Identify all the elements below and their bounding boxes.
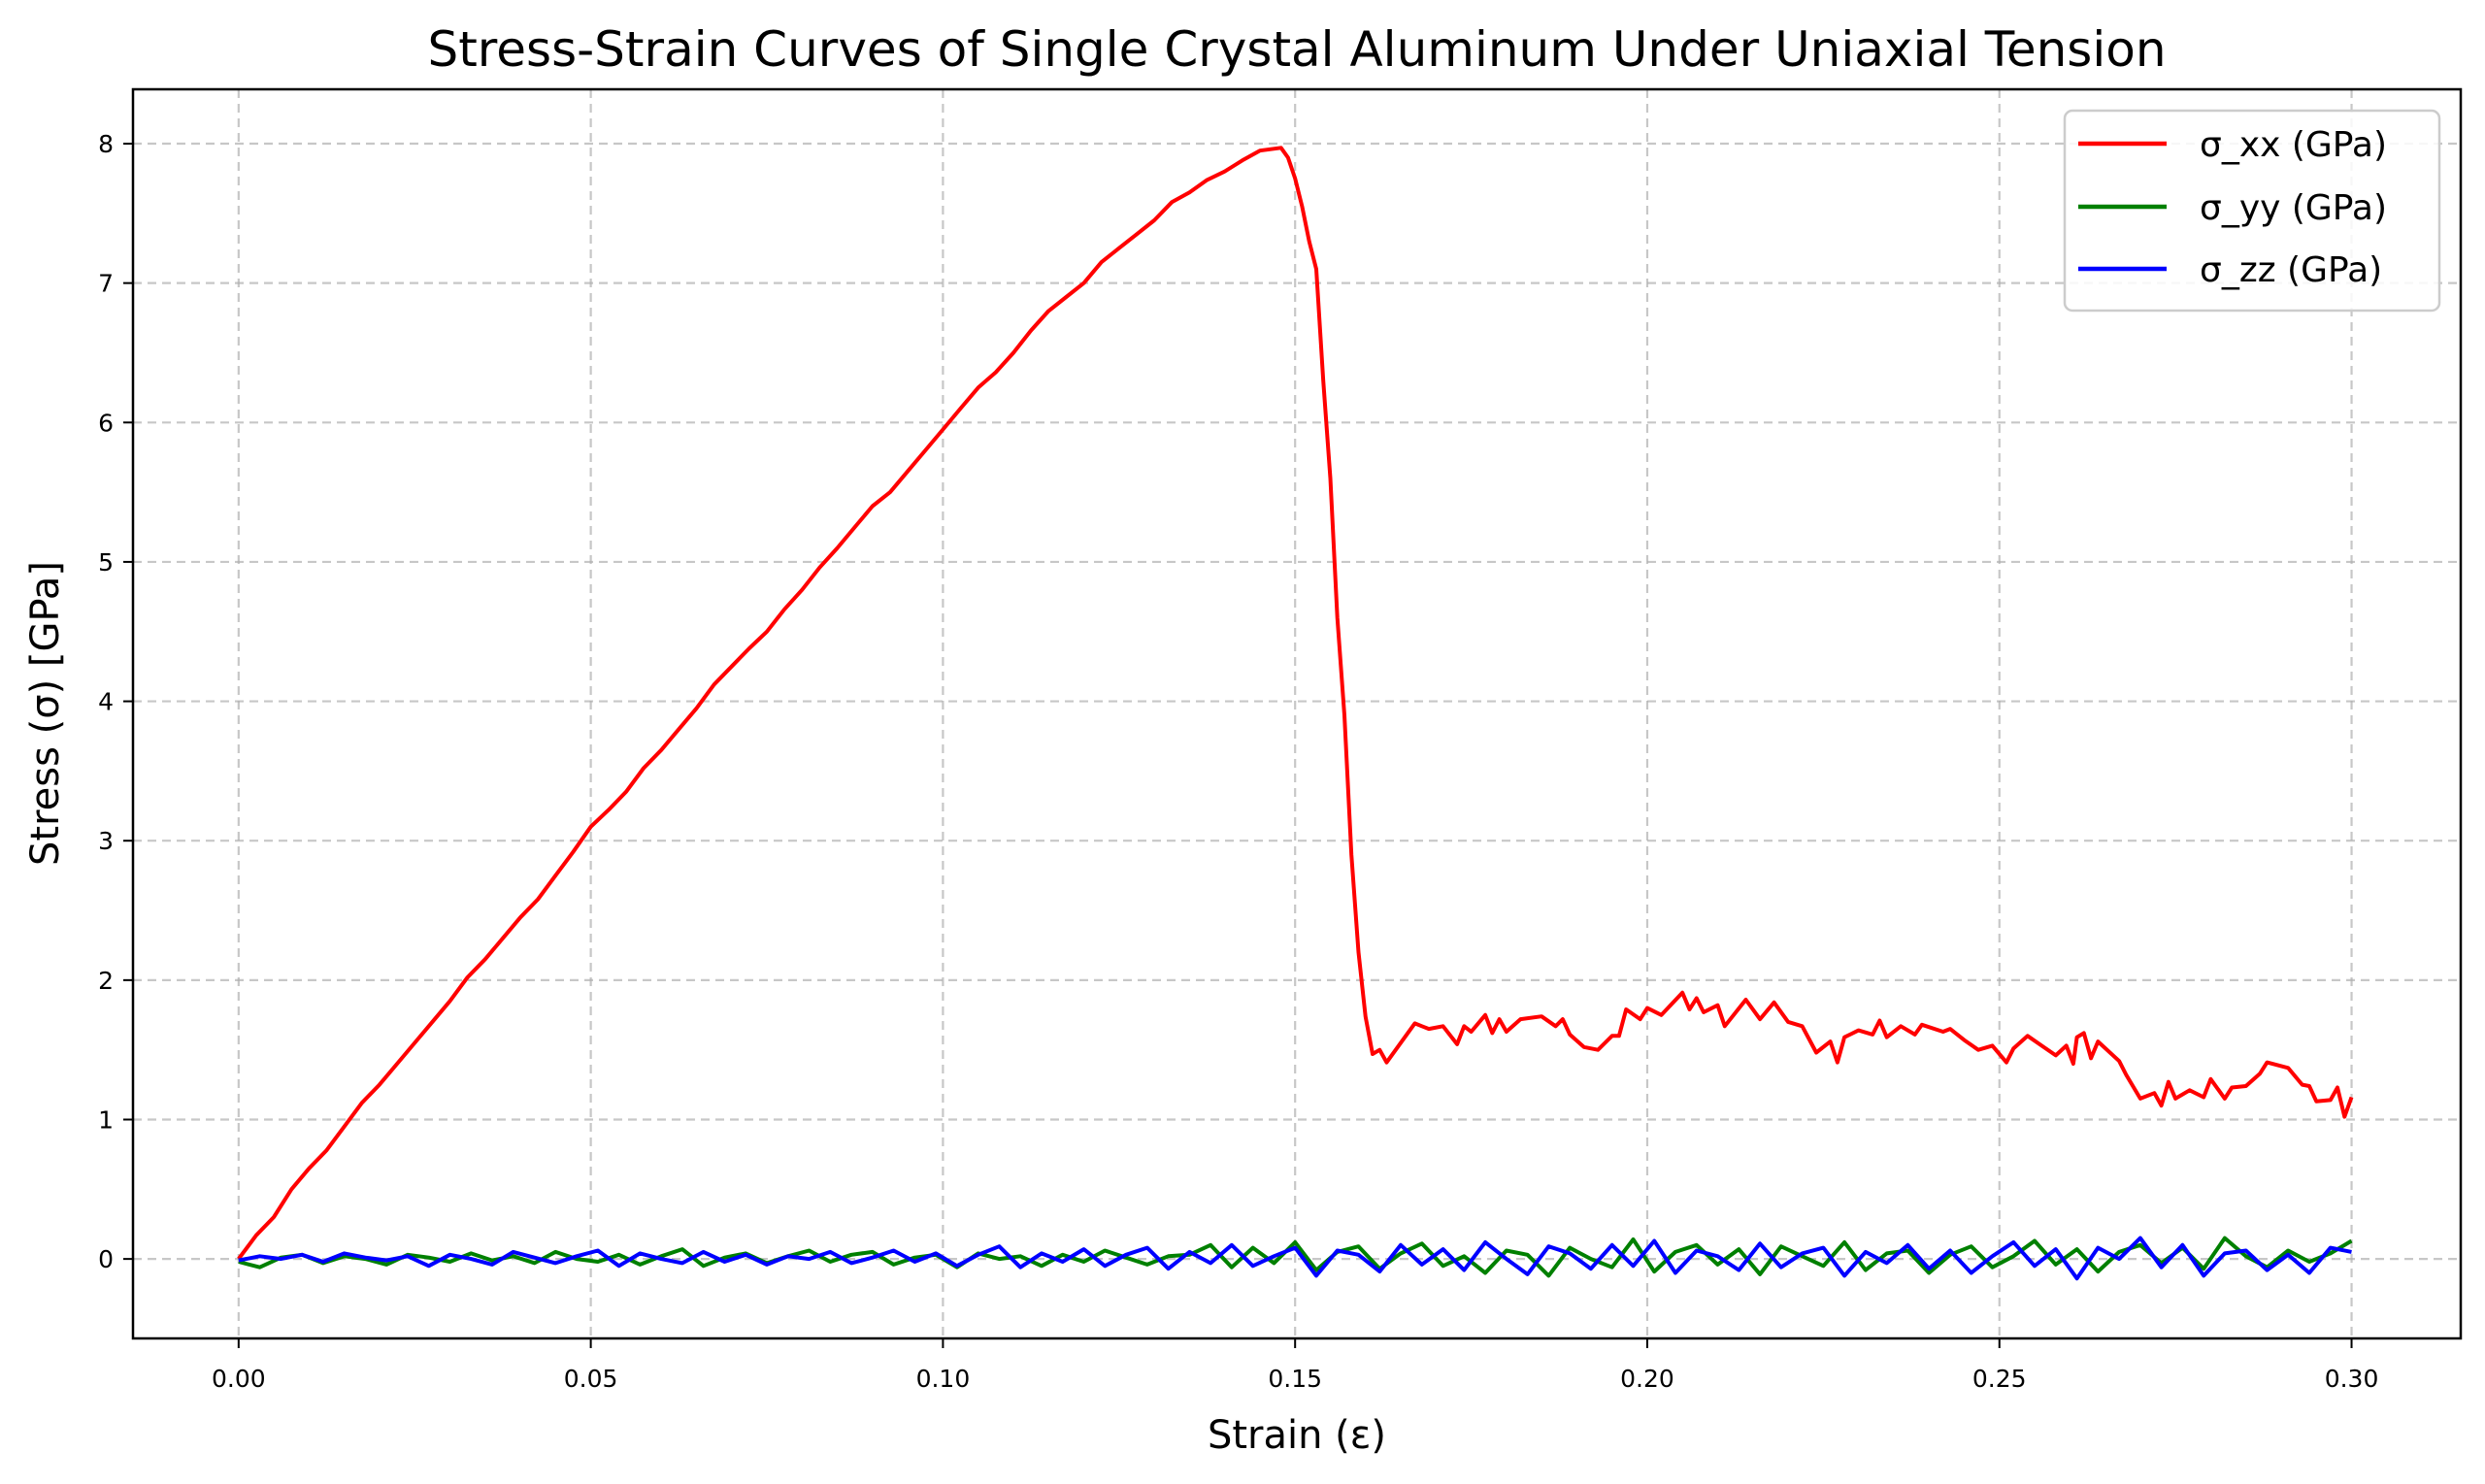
x-tick-label: 0.20 bbox=[1620, 1365, 1674, 1393]
x-tick-label: 0.05 bbox=[564, 1365, 618, 1393]
y-tick-label: 6 bbox=[98, 409, 114, 437]
legend-box bbox=[2063, 109, 2441, 313]
x-tick-label: 0.15 bbox=[1268, 1365, 1322, 1393]
axes-frame bbox=[131, 87, 2463, 1340]
sigma-zz-line bbox=[238, 1236, 2352, 1281]
x-axis-label: Strain (ε) bbox=[1208, 1413, 1386, 1458]
y-tick-label: 8 bbox=[98, 130, 114, 158]
chart-title: Stress-Strain Curves of Single Crystal A… bbox=[427, 21, 2166, 78]
x-tick-label: 0.00 bbox=[212, 1365, 266, 1393]
x-axis: 0.00 0.05 0.10 0.15 0.20 0.25 0.30 bbox=[212, 1338, 2378, 1393]
legend-label: σ_yy (GPa) bbox=[2200, 188, 2387, 228]
y-tick-label: 1 bbox=[98, 1105, 114, 1134]
plot-area bbox=[237, 146, 2354, 1281]
y-axis-label: Stress (σ) [GPa] bbox=[23, 561, 68, 866]
x-tick-label: 0.30 bbox=[2325, 1365, 2379, 1393]
x-tick-label: 0.25 bbox=[1972, 1365, 2027, 1393]
y-tick-label: 5 bbox=[98, 548, 114, 577]
y-tick-label: 4 bbox=[98, 688, 114, 716]
y-tick-label: 3 bbox=[98, 827, 114, 855]
sigma-xx-line bbox=[237, 146, 2354, 1261]
y-tick-label: 7 bbox=[98, 270, 114, 298]
y-tick-label: 2 bbox=[98, 967, 114, 995]
y-axis: 0 1 2 3 4 5 6 7 8 bbox=[98, 130, 133, 1273]
legend-label: σ_xx (GPa) bbox=[2200, 125, 2387, 165]
legend-label: σ_zz (GPa) bbox=[2200, 250, 2382, 290]
x-tick-label: 0.10 bbox=[916, 1365, 971, 1393]
sigma-yy-line bbox=[238, 1236, 2353, 1278]
legend: σ_xx (GPa) σ_yy (GPa) σ_zz (GPa) bbox=[2063, 109, 2441, 313]
y-tick-label: 0 bbox=[98, 1245, 114, 1273]
